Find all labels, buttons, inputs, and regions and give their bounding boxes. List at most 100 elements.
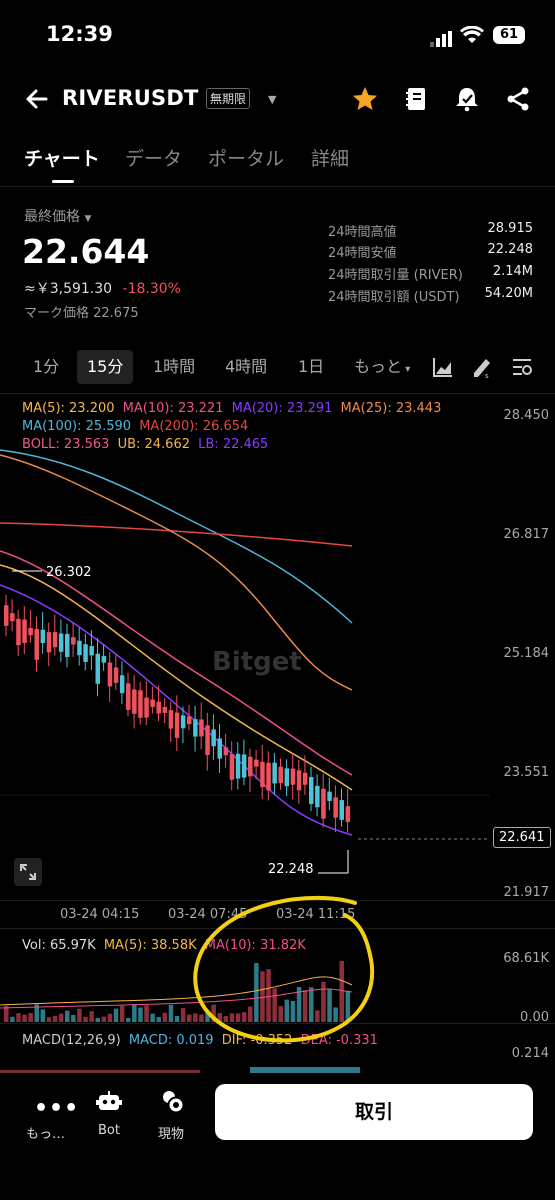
volume-bar — [278, 1006, 283, 1022]
candle-body — [174, 712, 180, 738]
legend-ma5: MA(5): 23.200 — [22, 401, 115, 416]
volume-bar — [16, 1013, 21, 1022]
time-axis-tick: 03-24 04:15 — [60, 907, 140, 922]
volume-bar — [83, 1016, 88, 1022]
legend-ma20: MA(20): 23.291 — [231, 401, 333, 416]
candle-body — [168, 710, 174, 729]
volume-ma5: MA(5): 38.58K — [103, 938, 197, 953]
bot-label[interactable]: Bot — [98, 1123, 120, 1138]
candle-body — [290, 768, 296, 785]
volume-bar — [22, 1014, 27, 1022]
candle-body — [22, 619, 27, 643]
spot-icon[interactable] — [160, 1088, 186, 1114]
legend-ma25: MA(25): 23.443 — [340, 401, 442, 416]
candle-body — [101, 656, 107, 663]
watermark: Bitget — [212, 647, 302, 677]
candle-body — [248, 756, 253, 777]
volume-chart[interactable] — [0, 950, 490, 1030]
candle-body — [309, 777, 314, 804]
indicator-settings-icon[interactable] — [511, 356, 533, 378]
price-axis-tick: 26.817 — [503, 527, 550, 542]
candle-body — [321, 788, 326, 819]
candle-body — [339, 800, 344, 820]
chevron-down-icon[interactable]: ▼ — [268, 93, 277, 106]
candle-body — [278, 766, 283, 784]
bot-icon[interactable] — [96, 1090, 122, 1114]
volume-bar — [58, 1013, 64, 1022]
volume-bar — [254, 963, 259, 1022]
candle-body — [241, 754, 247, 778]
draw-tool-icon[interactable]: s — [471, 355, 493, 379]
stat-high-label: 24時間高値 — [328, 225, 397, 240]
status-bar: 12:39 61 — [0, 0, 555, 70]
tab-portal[interactable]: ポータル — [208, 148, 285, 170]
share-icon[interactable] — [503, 84, 533, 114]
symbol-title[interactable]: RIVERUSDT — [62, 86, 199, 110]
volume-bar — [150, 1013, 155, 1022]
volume-bar — [235, 1013, 241, 1022]
timeframe-1d[interactable]: 1日 — [298, 357, 325, 376]
volume-bar — [345, 990, 351, 1022]
candle-body — [126, 683, 131, 710]
legend-ub: UB: 24.662 — [117, 437, 190, 452]
volume-bar — [248, 1006, 253, 1022]
volume-bar — [65, 1010, 70, 1022]
volume-bar — [95, 1017, 100, 1022]
candle-body — [284, 768, 290, 787]
candle-body — [10, 613, 15, 622]
time-axis-tick: 03-24 11:15 — [276, 907, 356, 922]
stat-turnover-label: 24時間取引額 (USDT) — [328, 290, 460, 305]
star-icon[interactable] — [350, 84, 380, 114]
timeframe-15m[interactable]: 15分 — [77, 350, 134, 384]
svg-text:s: s — [485, 372, 489, 379]
divider — [0, 393, 555, 394]
stat-turnover-value: 54.20M — [484, 286, 533, 301]
volume-bar — [40, 1009, 46, 1022]
candle-body — [107, 662, 113, 687]
timeframe-1m[interactable]: 1分 — [33, 357, 60, 376]
caret-down-icon: ▼ — [84, 214, 92, 224]
candle-body — [180, 715, 186, 729]
volume-bar — [321, 981, 326, 1022]
candlestick-chart[interactable]: Bitget 26.302 22.248 — [0, 395, 490, 905]
expand-icon[interactable] — [14, 858, 42, 886]
tab-data[interactable]: データ — [125, 148, 183, 170]
spot-label[interactable]: 現物 — [158, 1127, 185, 1142]
timeframe-4h[interactable]: 4時間 — [225, 357, 268, 376]
volume-bar — [327, 988, 332, 1022]
volume-bar — [199, 1014, 204, 1022]
candle-body — [260, 761, 265, 788]
volume-bar — [132, 1004, 137, 1022]
timeframe-1h[interactable]: 1時間 — [153, 357, 196, 376]
alert-bell-icon[interactable] — [452, 84, 482, 114]
low-marker: 22.248 — [268, 862, 314, 877]
more-icon[interactable]: ••• — [34, 1096, 80, 1121]
candle-body — [333, 797, 338, 818]
volume-axis-bottom: 0.00 — [520, 1010, 549, 1025]
volume-bar — [77, 1008, 82, 1022]
volume-bar — [168, 1004, 174, 1022]
candle-body — [254, 759, 259, 767]
more-label[interactable]: もっ… — [26, 1127, 66, 1142]
stat-high-value: 28.915 — [487, 221, 534, 236]
candle-body — [144, 697, 149, 718]
timeframe-more[interactable]: もっと ▾ — [354, 350, 410, 384]
volume-bar — [113, 1008, 119, 1022]
volume-bar — [333, 1007, 338, 1022]
last-price-label[interactable]: 最終価格 ▼ — [24, 206, 91, 226]
legend-lb: LB: 22.465 — [198, 437, 269, 452]
high-marker: 26.302 — [46, 565, 92, 580]
volume-bar — [266, 969, 271, 1022]
trade-button[interactable]: 取引 — [215, 1084, 533, 1140]
back-arrow-icon[interactable] — [22, 84, 52, 114]
price-axis-tick: 28.450 — [503, 408, 550, 423]
tab-details[interactable]: 詳細 — [311, 148, 350, 170]
volume-bar — [211, 1004, 216, 1022]
chart-type-icon[interactable] — [432, 356, 454, 378]
last-price: 22.644 — [22, 232, 150, 271]
volume-bar — [126, 1017, 131, 1022]
notebook-icon[interactable] — [401, 84, 431, 114]
volume-value: Vol: 65.97K — [22, 938, 96, 953]
tab-chart[interactable]: チャート — [24, 148, 100, 170]
candle-body — [199, 719, 204, 737]
